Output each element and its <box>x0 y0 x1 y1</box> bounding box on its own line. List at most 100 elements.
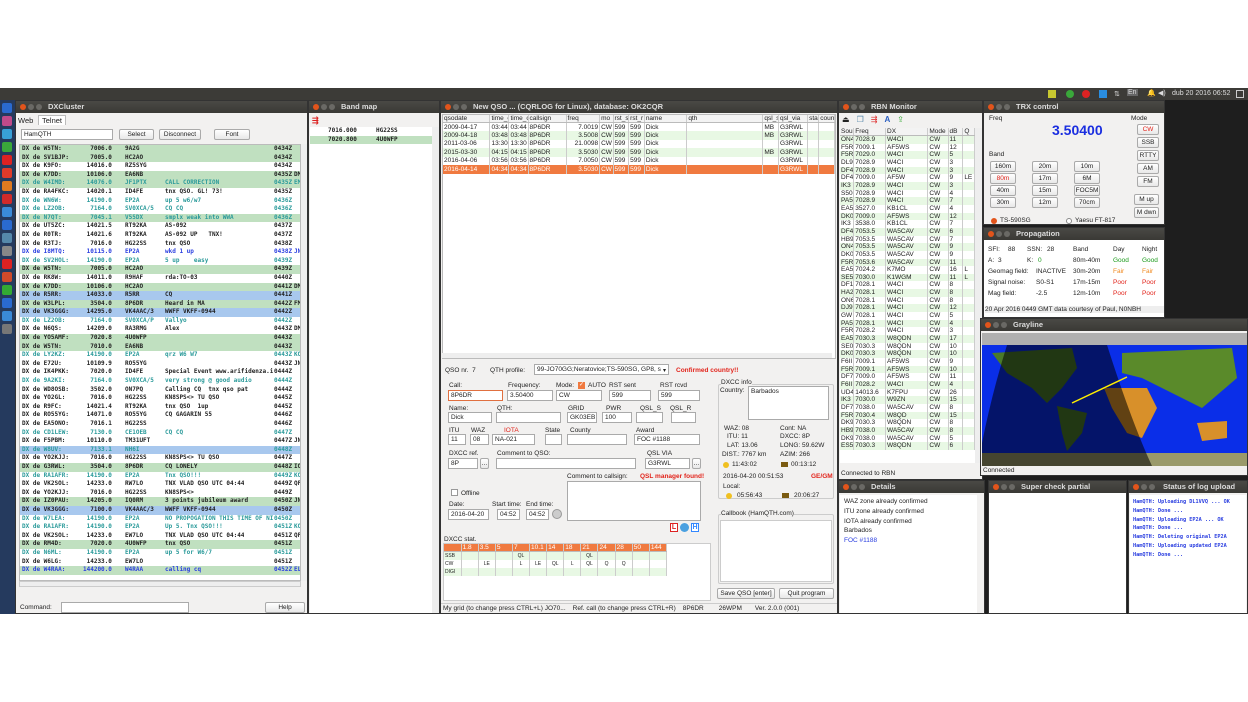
export-icon[interactable]: ⇪ <box>897 115 904 124</box>
my-grid-status[interactable]: My grid (to change press CTRL+L) JO70... <box>443 605 566 612</box>
column-header[interactable]: qsodate <box>443 115 491 123</box>
column-header[interactable]: freq <box>566 115 601 123</box>
band-button-17m[interactable]: 17m <box>1032 173 1058 184</box>
spot-row[interactable]: DX de W5TN: 7006.0 9A2G 0434Z <box>20 145 300 154</box>
spot-row[interactable]: DX de W5TN: 7005.0 HC2AO 0439Z <box>20 265 300 274</box>
band-button-80m[interactable]: 80m <box>990 173 1016 184</box>
sync-icon[interactable] <box>1066 90 1074 98</box>
rbn-row[interactable]: HB9 7038.0 WA5CAV CW 8 <box>840 426 975 435</box>
rbn-row[interactable]: F5R 7053.6 WA5CAV CW 11 <box>840 258 975 267</box>
spot-row[interactable]: DX de WD8OSB: 3502.0 ON7PQ Calling CQ tnx … <box>20 385 300 395</box>
qth-profile-select[interactable]: 99-JO70GG;Neratovice;TS-590SG, GP8, s <box>534 364 669 375</box>
spot-row[interactable]: DX de E72U: 10109.9 RO55YG 0443ZJN94 <box>20 359 300 369</box>
column-header[interactable]: qth <box>686 115 764 123</box>
rbn-row[interactable]: HA2 7028.1 W4CI CW 8 <box>840 289 975 297</box>
timer-icon[interactable] <box>552 509 562 519</box>
spot-row[interactable]: DX de VK2SOL: 14233.0 EW7LO TNX VLAD QSO U… <box>20 531 300 541</box>
rbn-row[interactable]: DF1 7028.1 W4CI CW 8 <box>840 281 975 290</box>
pwr-input[interactable]: 100 <box>602 412 632 423</box>
title-bar[interactable]: DXCluster <box>16 101 307 113</box>
close-icon[interactable] <box>993 484 999 490</box>
maximize-icon[interactable] <box>1004 104 1010 110</box>
spot-row[interactable]: DX de CD1LEW: 7130.0 CE1OEB CQ CQ 0447Z <box>20 428 300 438</box>
launcher-app-icon[interactable] <box>2 116 12 126</box>
band-button-30m[interactable]: 30m <box>990 197 1016 208</box>
rbn-row[interactable]: DJ9 7028.1 W4CI CW 12 <box>840 304 975 313</box>
rbn-spot-table[interactable]: Sou Freq DX Mode dB Q ON4 7028.9 W4CI CW 11 F5R 7009… <box>840 128 975 463</box>
close-icon[interactable] <box>988 231 994 237</box>
mega-icon[interactable] <box>1082 90 1090 98</box>
rbn-row[interactable]: F5R 7009.1 AF5WS CW 10 <box>840 365 975 374</box>
mode-button-ssb[interactable]: SSB <box>1137 137 1159 148</box>
launcher-app-icon[interactable] <box>2 246 12 256</box>
rbn-row[interactable]: SE0 7030.3 W8QDN CW 10 <box>840 342 975 351</box>
spot-row[interactable]: DX de R5RR: 14033.0 R5RR CQ 0441Z <box>20 291 300 300</box>
maximize-icon[interactable] <box>1001 322 1007 328</box>
close-icon[interactable] <box>843 104 849 110</box>
scrollbar[interactable] <box>975 128 982 463</box>
rbn-row[interactable]: DK0 7053.5 WA5CAV CW 9 <box>840 250 975 259</box>
rbn-row[interactable]: F5R 7009.1 AF5WS CW 12 <box>840 143 975 152</box>
band-button-12m[interactable]: 12m <box>1032 197 1058 208</box>
launcher-app-icon[interactable] <box>2 194 12 204</box>
column-header[interactable]: qsl_via <box>778 115 809 123</box>
spot-row[interactable]: DX de SV2HOL: 14190.0 EP2A 5 up easy 0439Z <box>20 256 300 266</box>
title-bar[interactable]: Details <box>839 481 984 493</box>
app-icon[interactable] <box>1099 90 1107 98</box>
spot-row[interactable]: DX de RA4FKC: 14020.1 ID4FE tnx QSO. GL! 7… <box>20 187 300 197</box>
memory-down-button[interactable]: M dwn <box>1134 207 1159 218</box>
qso-row[interactable]: 2011-03-06 13:30 13:30 8P6DR 21.0098 CW 599 599… <box>443 139 835 148</box>
minimize-icon[interactable] <box>1001 484 1007 490</box>
maximize-icon[interactable] <box>1149 484 1155 490</box>
spot-row[interactable]: DX de R0TR: 14021.6 RT92KA AS-092 UP TNX! 0… <box>20 230 300 240</box>
spot-row[interactable]: DX de WN6W: 14190.0 EP2A up 5 w6/w7 0436Z <box>20 196 300 206</box>
close-icon[interactable] <box>985 322 991 328</box>
minimize-icon[interactable] <box>453 104 459 110</box>
spot-row[interactable]: DX de W5TN: 7010.0 EA6NB 0443Z <box>20 342 300 352</box>
launcher-app-icon[interactable] <box>2 142 12 152</box>
spot-row[interactable]: DX de K7DD: 10106.0 EA6NB 0435ZDM33 <box>20 170 300 180</box>
rbn-row[interactable]: UD4 14013.6 K7FPU CW 26 <box>840 388 975 397</box>
spot-row[interactable]: DX de F5PBM: 10110.0 TM31UFT 0447ZJN18 <box>20 437 300 446</box>
close-icon[interactable] <box>988 104 994 110</box>
memory-up-button[interactable]: M up <box>1134 194 1159 205</box>
spot-row[interactable]: DX de G3RWL: 3504.0 8P6DR CQ LONELY 0448Z IO… <box>20 462 300 472</box>
maximize-icon[interactable] <box>1009 484 1015 490</box>
mode-button-am[interactable]: AM <box>1137 163 1159 174</box>
column-header[interactable]: Sou <box>840 128 855 136</box>
end-time-input[interactable]: 04:52 <box>526 509 549 520</box>
spot-row[interactable]: DX de EA5ONO: 7016.1 HG22SS 0446Z <box>20 420 300 429</box>
launcher-app-icon[interactable] <box>2 155 12 165</box>
mail-icon[interactable]: 🔔 <box>1147 90 1156 97</box>
rbn-row[interactable]: F6II 7009.1 AF5WS CW 9 <box>840 358 975 366</box>
spot-row[interactable]: DX de YO2KJJ: 7016.0 HG22SS KN8SPS<> 0449Z <box>20 488 300 498</box>
qth-input[interactable] <box>496 412 561 423</box>
rbn-row[interactable]: EA5 7030.3 W8QDN CW 17 <box>840 335 975 343</box>
indicator-icon[interactable] <box>1048 90 1056 98</box>
band-button-6m[interactable]: 6M <box>1074 173 1100 184</box>
rbn-row[interactable]: F6II 7028.2 W4CI CW 4 <box>840 381 975 389</box>
spot-row[interactable]: DX de IZ0PAU: 14205.0 IQ0RM 3 points jubil… <box>20 497 300 506</box>
spot-row[interactable]: DX de IK4PKK: 7020.0 ID4FE Special Event w… <box>20 368 300 378</box>
qso-row[interactable]: 2016-04-14 04:34 04:34 8P6DR 3.5030 CW 599 599 D… <box>443 165 835 174</box>
name-input[interactable]: Dick <box>448 412 492 423</box>
ref-call-status[interactable]: Ref. call (to change press CTRL+R) <box>572 605 676 612</box>
rbn-row[interactable]: ON4 7053.5 WA5CAV CW 9 <box>840 243 975 251</box>
column-header[interactable]: time_o <box>489 115 510 123</box>
scrollbar[interactable] <box>301 144 307 581</box>
font-icon[interactable]: A <box>884 115 891 124</box>
volume-icon[interactable]: ◀) <box>1158 90 1166 97</box>
rig1-radio[interactable] <box>991 218 997 224</box>
power-icon[interactable] <box>1236 90 1244 98</box>
minimize-icon[interactable] <box>851 484 857 490</box>
quit-program-button[interactable]: Quit program <box>779 588 834 599</box>
chevron-down-icon[interactable]: ▾ <box>663 368 667 374</box>
rbn-row[interactable]: IK3 7030.0 W9ZN CW 15 <box>840 396 975 404</box>
column-header[interactable]: rst_r <box>628 115 645 123</box>
dxcc-ref-button[interactable]: ... <box>480 458 489 469</box>
launcher-app-icon[interactable] <box>2 129 12 139</box>
minimize-icon[interactable] <box>28 104 34 110</box>
column-header[interactable]: coun <box>818 115 835 123</box>
band-button-15m[interactable]: 15m <box>1032 185 1058 196</box>
column-header[interactable]: name <box>644 115 688 123</box>
